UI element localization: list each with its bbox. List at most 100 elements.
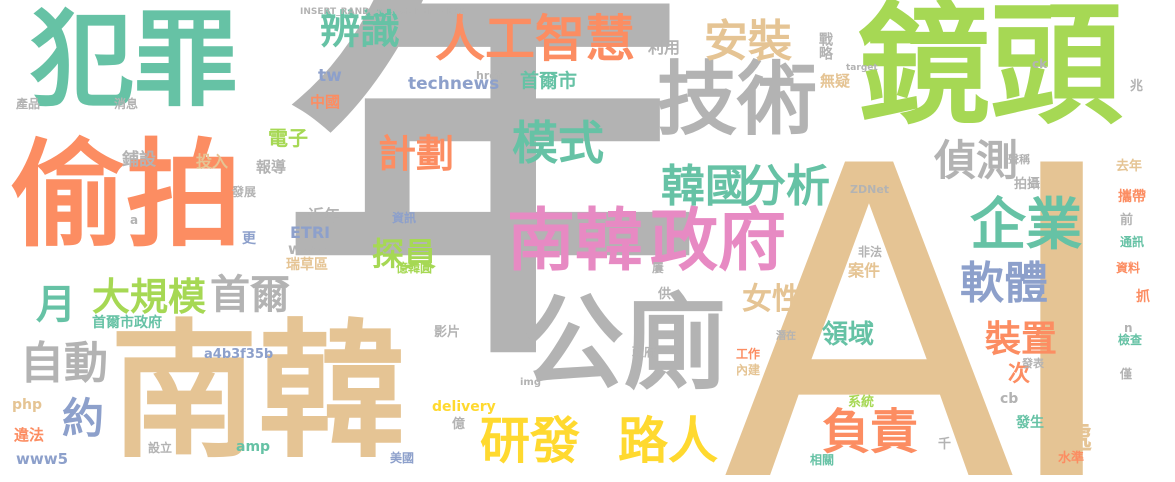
word: 消息 <box>114 97 139 111</box>
word: 供 <box>658 287 672 302</box>
word: 人工智慧 <box>435 10 635 68</box>
word: 次 <box>1008 362 1031 387</box>
word: 前 <box>1120 213 1134 228</box>
word: 違法 <box>14 426 45 444</box>
word: a4b3f35b <box>204 347 274 362</box>
word: 模式 <box>512 116 604 170</box>
word: target <box>846 63 878 73</box>
word: 年 <box>282 0 702 412</box>
word: 瑞草區 <box>286 257 328 273</box>
word: 潛在 <box>776 331 796 342</box>
word: 女性 <box>742 282 802 317</box>
word: amp <box>236 439 271 455</box>
word: 兆 <box>1130 79 1144 94</box>
word: 計劃 <box>378 132 455 176</box>
word: 利用 <box>648 38 681 57</box>
word: 首爾市 <box>520 70 578 92</box>
word: 非法 <box>858 245 883 259</box>
word: 近年 <box>308 206 341 225</box>
word: 自動 <box>20 338 108 389</box>
word: cb <box>1000 391 1019 407</box>
word: 南韓 <box>110 306 406 478</box>
word: www5 <box>16 450 69 468</box>
word: 研發 <box>480 412 580 470</box>
word: 聲稱 <box>1008 153 1030 166</box>
word: 探員 <box>372 235 437 273</box>
word: 首爾 <box>210 272 290 318</box>
word: a <box>130 213 139 227</box>
word: 辨識 <box>320 7 400 53</box>
word: 產品 <box>16 97 41 111</box>
word: ck <box>1032 57 1048 71</box>
word: 億 <box>452 417 466 432</box>
word: AI <box>722 77 1125 482</box>
word: ETRI <box>290 223 331 242</box>
word: 屢 <box>652 261 665 275</box>
word: 相關 <box>810 453 835 467</box>
word: 影片 <box>434 325 461 340</box>
word: delivery <box>432 399 496 415</box>
word: 鏡頭 <box>858 0 1122 143</box>
word: 裝置 <box>985 319 1058 360</box>
word: INSERT_RANDOM_NUMBER_HERE <box>300 7 466 17</box>
word: 電子 <box>268 126 308 150</box>
word: 首爾市政府 <box>92 315 162 331</box>
word: 企業 <box>970 193 1082 258</box>
word: 水準 <box>1058 451 1085 466</box>
word: 發表 <box>1022 357 1044 370</box>
word: 去年 <box>1116 159 1143 174</box>
word: 戰略 <box>817 32 833 60</box>
word: 負責 <box>822 404 919 460</box>
word: 公廁 <box>522 285 726 404</box>
word: 工作 <box>736 347 761 361</box>
word: 投入 <box>196 152 229 171</box>
word: 分析 <box>742 161 830 212</box>
word: n <box>1124 321 1133 335</box>
word: ZDNet <box>850 183 890 196</box>
word: 處 <box>1062 421 1092 456</box>
word: 軟體 <box>960 258 1048 309</box>
word: 政府 <box>632 345 657 359</box>
word: 案件 <box>848 261 881 280</box>
word: 鋪設 <box>122 150 156 170</box>
word: 南韓 <box>507 202 644 281</box>
word: 政府 <box>650 202 787 281</box>
word: 系統 <box>848 395 875 410</box>
word: 拍攝 <box>1014 177 1041 192</box>
word: 犯罪 <box>30 0 239 121</box>
word: 發展 <box>232 185 257 199</box>
word: php <box>12 397 43 413</box>
word: 億韓圓 <box>396 261 433 275</box>
word: 技術 <box>657 53 817 146</box>
word: 設立 <box>148 441 173 455</box>
word: 內建 <box>736 363 761 377</box>
word: 千 <box>938 437 952 452</box>
word: technews <box>408 74 500 94</box>
word: 資料 <box>1116 261 1141 275</box>
word: 安裝 <box>704 16 792 67</box>
word: 韓國 <box>661 161 749 212</box>
word: 發生 <box>1016 415 1044 431</box>
word: 通訊 <box>1120 235 1145 249</box>
word: 領域 <box>822 320 875 350</box>
word: 報導 <box>256 158 287 176</box>
word: 偷拍 <box>10 128 242 263</box>
word: tw <box>318 66 342 86</box>
word: 美國 <box>390 451 415 465</box>
word: 僅 <box>1120 367 1133 381</box>
word: href <box>476 69 502 82</box>
word: 偵測 <box>934 136 1019 185</box>
word: 更 <box>242 231 256 247</box>
word: 中國 <box>310 93 341 111</box>
word: 月 <box>36 282 76 328</box>
word: 檢查 <box>1118 333 1143 347</box>
word: www <box>288 240 330 258</box>
word: 約 <box>62 394 105 443</box>
word: img <box>520 377 542 388</box>
word: 無疑 <box>820 72 851 90</box>
word: 大規模 <box>92 275 207 319</box>
word: 抓 <box>1136 289 1150 305</box>
word: 路人 <box>618 412 718 470</box>
word: 資訊 <box>392 211 417 225</box>
